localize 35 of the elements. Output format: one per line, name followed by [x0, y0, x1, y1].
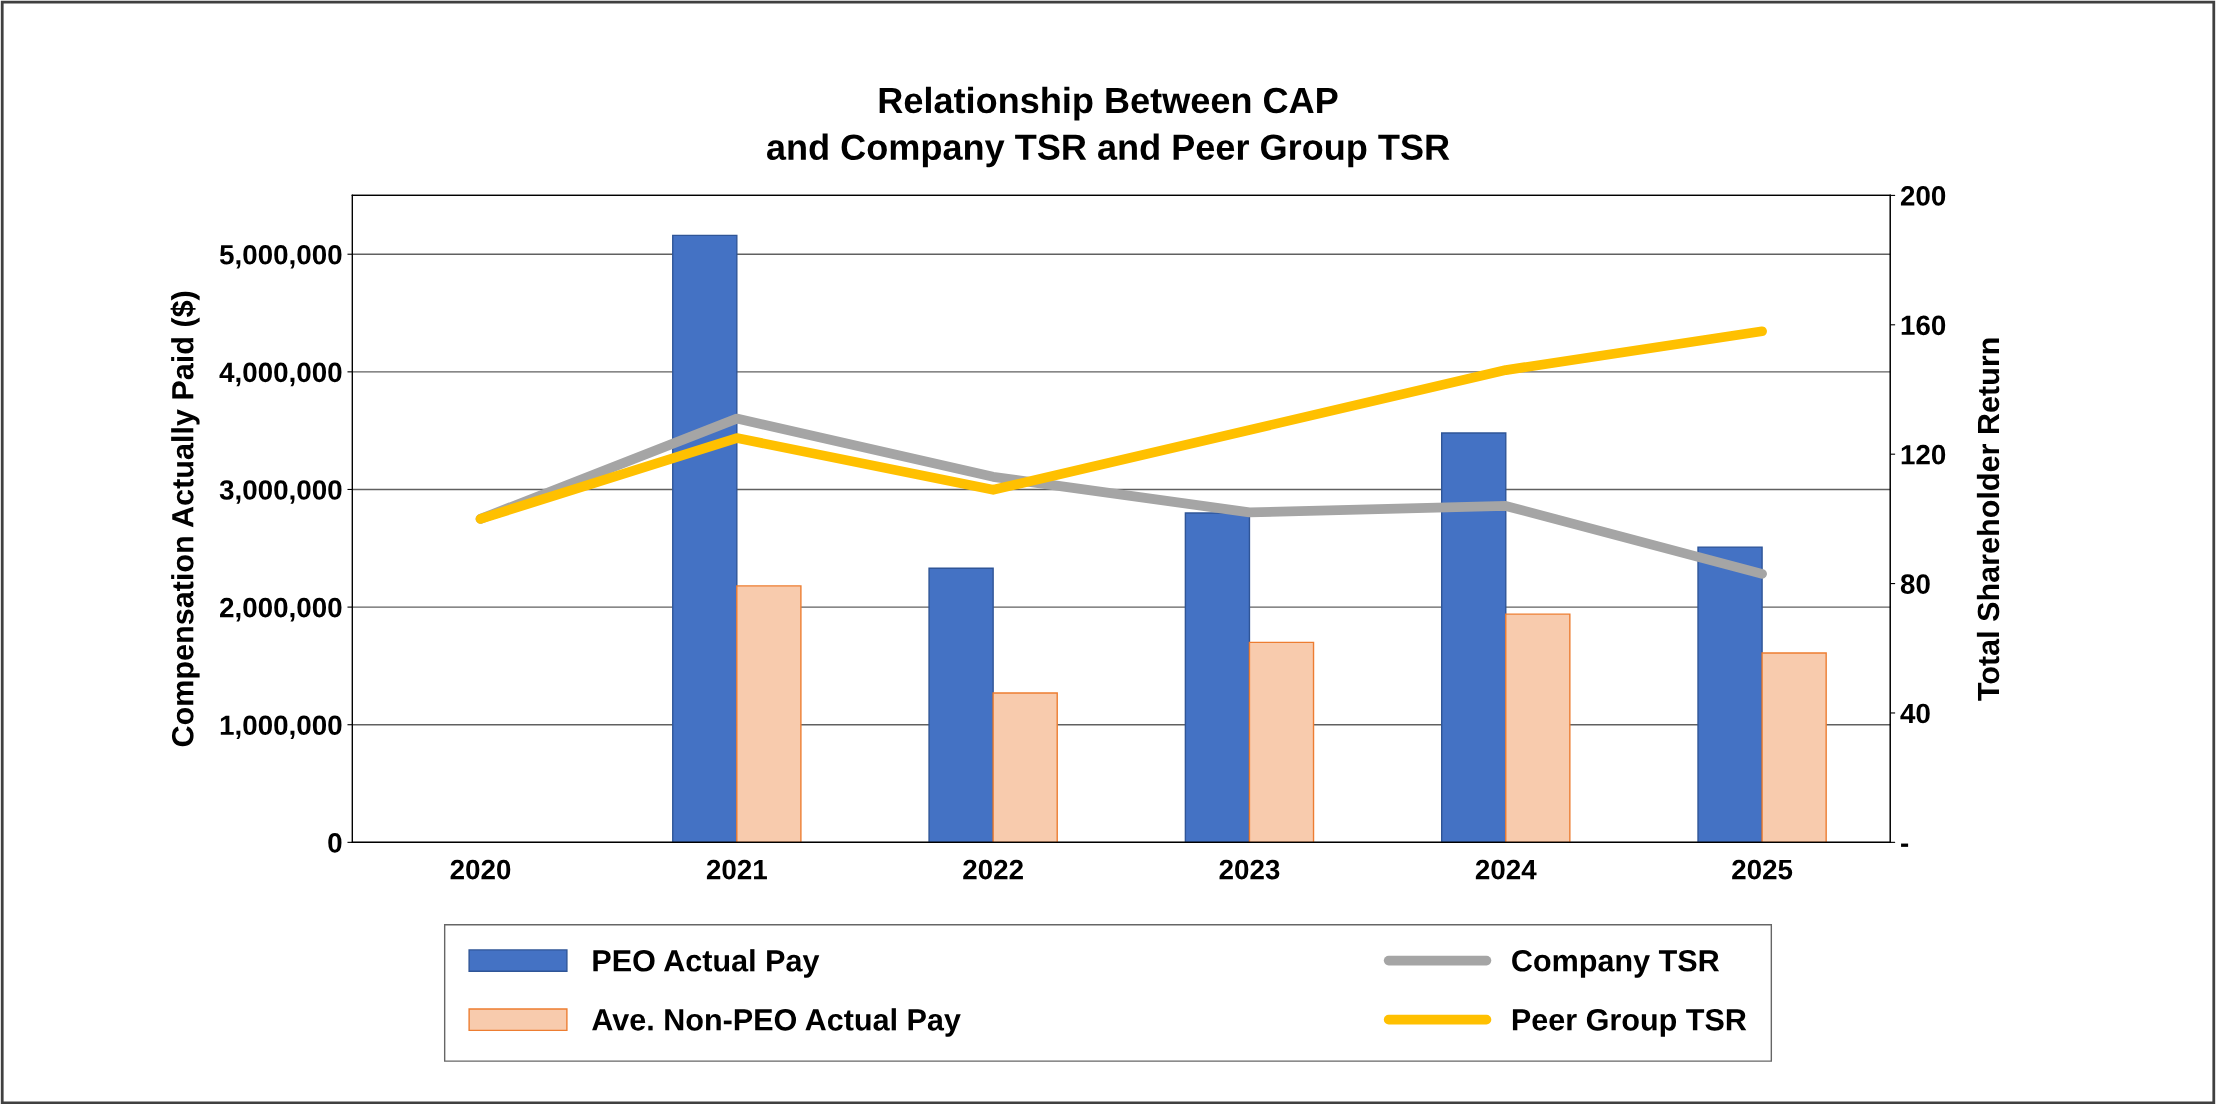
- bar: [1761, 652, 1827, 843]
- x-tick-label: 2020: [450, 859, 511, 880]
- chart-title: Relationship Between CAP and Company TSR and Peer Group TSR: [766, 86, 1450, 168]
- legend-label: PEO Actual Pay: [593, 949, 820, 978]
- y2-axis-title: Total Shareholder Return: [1976, 338, 2000, 701]
- bar: [736, 585, 802, 843]
- bar: [928, 567, 994, 843]
- x-tick-label: 2023: [1219, 859, 1280, 880]
- y2-tick-label: 120: [1901, 444, 1946, 465]
- bar: [992, 692, 1058, 843]
- y-tick-label: 0: [328, 833, 342, 853]
- y2-tick-label: 200: [1900, 186, 1946, 206]
- x-tick-label: 2024: [1475, 859, 1537, 880]
- y-tick-label: 2,000,000: [220, 597, 342, 622]
- y-tick-label: 1,000,000: [220, 715, 342, 740]
- bar: [1440, 432, 1507, 843]
- y-tick-label: 3,000,000: [219, 480, 342, 504]
- y2-tick-label: -: [1901, 843, 1909, 847]
- legend-label: Company TSR: [1512, 949, 1720, 978]
- bar: [1184, 512, 1251, 843]
- x-tick-label: 2021: [706, 859, 767, 880]
- bar: [1248, 641, 1315, 843]
- y2-tick-label: 160: [1901, 315, 1946, 336]
- x-tick-label: 2025: [1732, 859, 1793, 880]
- y-tick-label: 4,000,000: [219, 362, 342, 387]
- y2-tick-label: 40: [1900, 703, 1930, 724]
- bar: [1697, 546, 1763, 843]
- x-tick-label: 2022: [963, 859, 1023, 880]
- bar: [1505, 613, 1571, 843]
- bar: [672, 234, 738, 843]
- y-axis-title: Compensation Actually Paid ($): [170, 291, 200, 747]
- legend-label: Peer Group TSR: [1512, 1009, 1747, 1037]
- legend-label: Ave. Non-PEO Actual Pay: [592, 1008, 961, 1037]
- y-tick-label: 5,000,000: [219, 244, 342, 269]
- y2-tick-label: 80: [1900, 574, 1930, 594]
